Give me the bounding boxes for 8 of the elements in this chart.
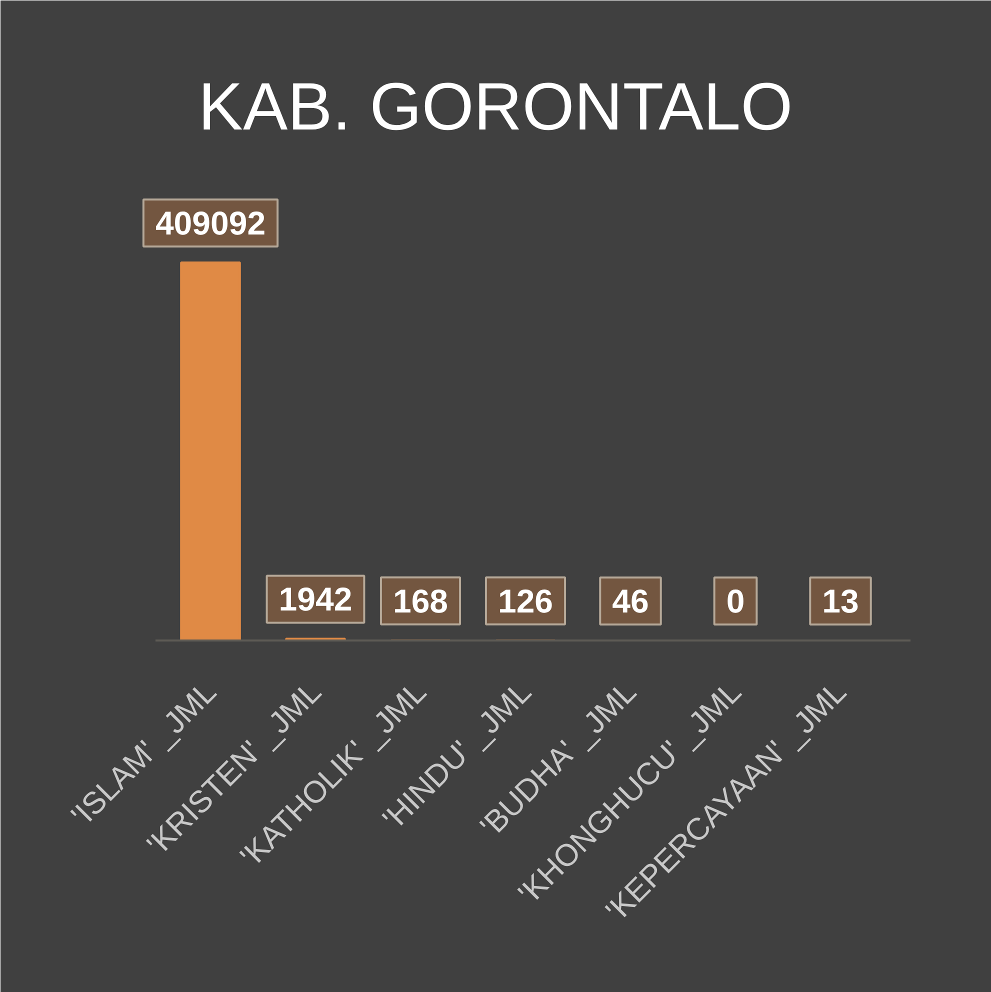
data-label: 409092 <box>155 204 266 242</box>
data-label: 1942 <box>278 580 352 618</box>
data-label: 13 <box>822 582 859 620</box>
data-label: 46 <box>612 582 649 620</box>
data-label: 0 <box>726 582 745 620</box>
chart-title: KAB. GORONTALO <box>198 70 793 144</box>
data-label: 168 <box>392 582 448 620</box>
data-label: 126 <box>498 582 554 620</box>
